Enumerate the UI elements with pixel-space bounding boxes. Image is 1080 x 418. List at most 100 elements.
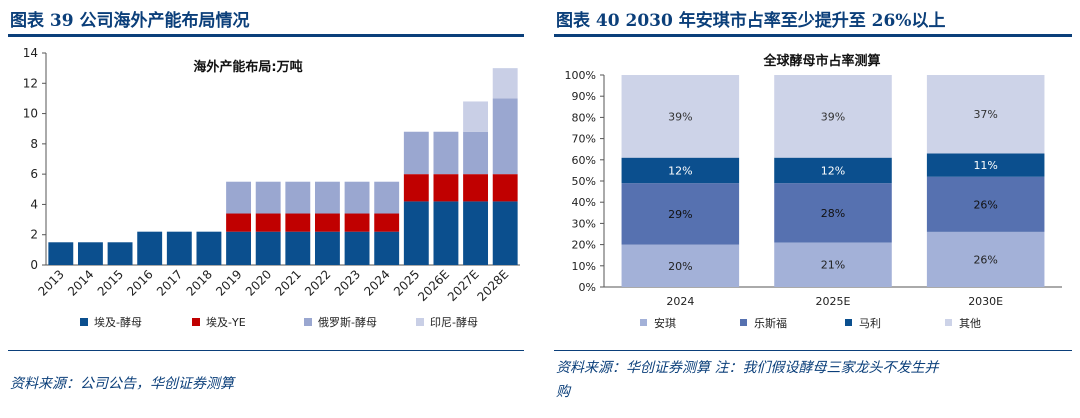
bar-segment: [137, 231, 163, 265]
data-label: 20%: [668, 260, 692, 273]
bar-segment: [196, 231, 222, 265]
y-tick-label: 10%: [572, 260, 596, 273]
x-tick-label: 2024: [361, 267, 392, 298]
data-label: 26%: [973, 198, 997, 211]
bar-segment: [492, 68, 518, 99]
legend-swatch: [80, 318, 88, 326]
bar-segment: [403, 131, 429, 175]
bar-segment: [433, 174, 459, 202]
x-tick-label: 2018: [184, 267, 215, 298]
right-panel-heading: 图表 40 2030 年安琪市占率至少提升至 26%以上: [556, 11, 946, 31]
y-tick-label: 40%: [572, 196, 596, 209]
data-label: 21%: [821, 259, 845, 272]
bar-segment: [107, 242, 133, 265]
bar-segment: [492, 98, 518, 175]
bar-segment: [77, 242, 103, 265]
x-tick-label: 2021: [272, 267, 303, 298]
y-tick-label: 0: [30, 258, 38, 272]
bar-segment: [774, 183, 892, 243]
bar-segment: [492, 201, 518, 265]
bar-segment: [374, 213, 400, 232]
bar-segment: [344, 231, 370, 265]
legend-label: 埃及-YE: [206, 315, 246, 329]
legend-swatch: [304, 318, 312, 326]
y-tick-label: 2: [30, 228, 38, 242]
bar-segment: [926, 153, 1045, 177]
legend-label: 印尼-酵母: [430, 316, 478, 329]
x-tick-label: 2027E: [445, 267, 482, 304]
bar-segment: [344, 181, 370, 214]
data-label: 12%: [668, 164, 692, 177]
bar-segment: [926, 176, 1045, 232]
data-label: 39%: [668, 110, 692, 123]
right-heading-rule: [554, 34, 1072, 37]
bar-segment: [774, 75, 892, 158]
x-tick-label: 2015: [95, 267, 126, 298]
bar-segment: [255, 181, 281, 214]
data-label: 11%: [973, 159, 997, 172]
bar-segment: [621, 244, 740, 287]
legend-label: 埃及-酵母: [94, 315, 142, 329]
bar-segment: [433, 201, 459, 265]
y-tick-label: 30%: [572, 217, 596, 230]
y-tick-label: 70%: [572, 133, 596, 146]
bar-segment: [344, 213, 370, 232]
bar-segment: [285, 213, 311, 232]
legend-swatch: [945, 319, 952, 326]
data-label: 39%: [821, 110, 845, 123]
y-tick-label: 90%: [572, 90, 596, 103]
left-panel-heading: 图表 39 公司海外产能布局情况: [10, 11, 250, 31]
bar-segment: [463, 174, 489, 202]
right-source-line2: 购: [556, 384, 570, 400]
y-tick-label: 80%: [572, 111, 596, 124]
right-source-line1: 资料来源：华创证券测算 注：我们假设酵母三家龙头不发生并: [556, 360, 939, 376]
left-heading-rule: [8, 34, 524, 37]
y-tick-label: 6: [30, 167, 38, 181]
x-tick-label: 2024: [666, 295, 694, 308]
bar-segment: [463, 101, 489, 132]
left-source-note: 资料来源：公司公告，华创证券测算: [10, 376, 234, 392]
x-tick-label: 2022: [302, 267, 333, 298]
y-tick-label: 14: [23, 46, 38, 60]
data-label: 37%: [973, 108, 997, 121]
bar-segment: [314, 181, 340, 214]
capacity-stacked-bar-chart: 0 2 4 6 8 10 12 14 海外产能布局:万吨 20132014201520162017…: [23, 46, 520, 329]
legend-label: 马利: [859, 317, 881, 330]
bar-segment: [226, 181, 252, 214]
bar-segment: [926, 75, 1045, 154]
legend-swatch: [192, 318, 200, 326]
chart-title: 海外产能布局:万吨: [193, 59, 302, 75]
right-chart-area: 全球酵母市占率测算 0% 10% 20% 30% 40% 50% 60% 70% 80% 90% 10…: [554, 38, 1072, 346]
data-label: 26%: [973, 253, 997, 266]
legend-swatch: [640, 319, 647, 326]
bar-segment: [433, 131, 459, 175]
bar-segment: [226, 231, 252, 265]
right-source-rule: [554, 350, 1072, 351]
legend-swatch: [416, 318, 424, 326]
bar-segment: [166, 231, 192, 265]
bar-segment: [463, 201, 489, 265]
y-tick-label: 8: [30, 137, 38, 151]
bar-segment: [285, 181, 311, 214]
data-label: 12%: [821, 164, 845, 177]
x-tick-label: 2014: [65, 267, 96, 298]
legend-swatch: [845, 319, 852, 326]
x-tick-label: 2019: [213, 267, 244, 298]
bar-segment: [374, 181, 400, 214]
bar-segment: [285, 231, 311, 265]
bar-segment: [621, 183, 740, 245]
chart-title: 全球酵母市占率测算: [762, 53, 880, 69]
bar-segment: [463, 131, 489, 175]
right-source-note: 资料来源：华创证券测算 注：我们假设酵母三家龙头不发生并 购: [556, 356, 938, 404]
bar-segment: [926, 231, 1045, 287]
bar-segment: [48, 242, 74, 265]
left-source-rule: [8, 350, 524, 351]
legend-label: 俄罗斯-酵母: [318, 316, 377, 329]
x-tick-label: 2013: [35, 267, 66, 298]
bar-segment: [774, 242, 892, 287]
y-tick-label: 60%: [572, 154, 596, 167]
data-label: 28%: [821, 207, 845, 220]
x-tick-label: 2016: [124, 267, 155, 298]
x-tick-label: 2023: [332, 267, 363, 298]
y-tick-label: 12: [23, 76, 38, 90]
